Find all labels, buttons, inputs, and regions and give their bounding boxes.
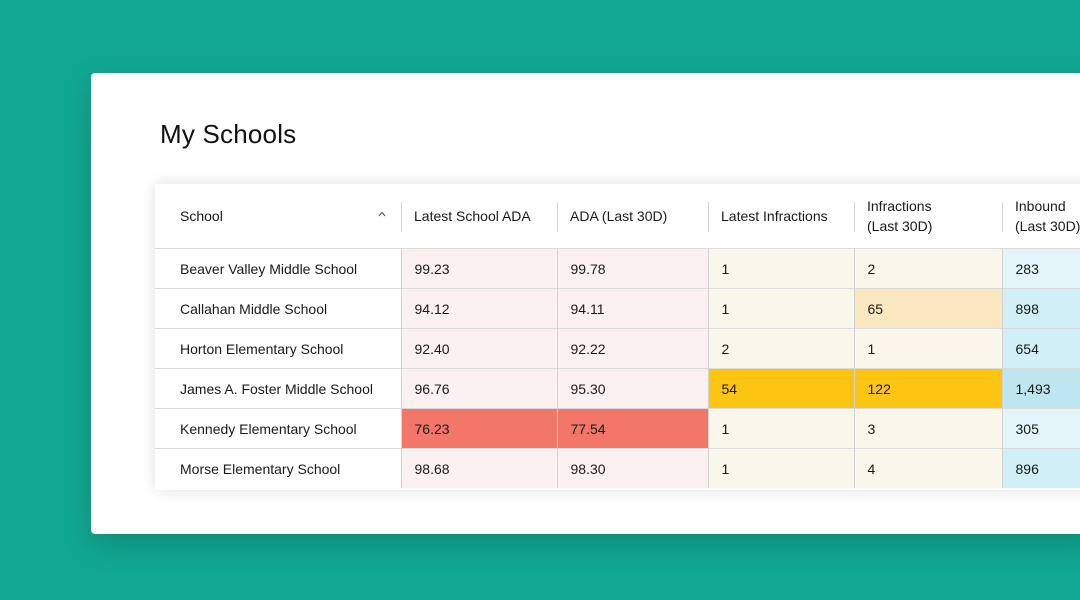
schools-card: My Schools School Latest School [91, 73, 1080, 534]
column-divider [557, 202, 558, 232]
inbound-30d-cell: 1,493 [1001, 368, 1080, 409]
table-row[interactable]: Horton Elementary School 92.40 92.22 2 1… [155, 328, 1080, 369]
table-row[interactable]: Callahan Middle School 94.12 94.11 1 65 … [155, 288, 1080, 329]
column-header-label: Latest School ADA [414, 208, 531, 224]
chevron-up-icon[interactable] [378, 210, 386, 218]
ada-30d-cell: 92.22 [556, 328, 708, 369]
column-divider [854, 202, 855, 232]
column-header-inbound-last-30d[interactable]: Inbound (Last 30D) [1002, 184, 1080, 249]
latest-ada-cell: 99.23 [400, 248, 557, 289]
column-header-label-line1: Infractions [867, 198, 932, 214]
ada-30d-cell: 77.54 [556, 408, 708, 449]
infractions-30d-cell: 2 [853, 248, 1002, 289]
latest-infractions-cell: 1 [707, 408, 854, 449]
latest-infractions-cell: 1 [707, 448, 854, 488]
latest-ada-cell: 94.12 [400, 288, 557, 329]
inbound-30d-cell: 896 [1001, 448, 1080, 488]
latest-ada-cell: 76.23 [400, 408, 557, 449]
table-row[interactable]: James A. Foster Middle School 96.76 95.3… [155, 368, 1080, 409]
school-name-cell[interactable]: Morse Elementary School [155, 448, 401, 488]
latest-infractions-cell: 54 [707, 368, 854, 409]
column-header-latest-infractions[interactable]: Latest Infractions [708, 184, 854, 249]
table-header-row: School Latest School ADA ADA (Last 30D) [155, 184, 1080, 249]
infractions-30d-cell: 3 [853, 408, 1002, 449]
ada-30d-cell: 95.30 [556, 368, 708, 409]
school-name-cell[interactable]: Callahan Middle School [155, 288, 401, 329]
schools-table: School Latest School ADA ADA (Last 30D) [155, 184, 1080, 490]
latest-ada-cell: 92.40 [400, 328, 557, 369]
column-divider [708, 202, 709, 232]
column-divider [401, 202, 402, 232]
column-header-school[interactable]: School [155, 184, 401, 249]
ada-30d-cell: 94.11 [556, 288, 708, 329]
column-header-label: ADA (Last 30D) [570, 208, 668, 224]
latest-ada-cell: 96.76 [400, 368, 557, 409]
latest-infractions-cell: 1 [707, 288, 854, 329]
ada-30d-cell: 99.78 [556, 248, 708, 289]
column-header-infractions-last-30d[interactable]: Infractions (Last 30D) [854, 184, 1002, 249]
page-title: My Schools [160, 119, 297, 149]
school-name-cell[interactable]: Horton Elementary School [155, 328, 401, 369]
infractions-30d-cell: 65 [853, 288, 1002, 329]
table-row[interactable]: Kennedy Elementary School 76.23 77.54 1 … [155, 408, 1080, 449]
infractions-30d-cell: 1 [853, 328, 1002, 369]
table-row[interactable]: Morse Elementary School 98.68 98.30 1 4 … [155, 448, 1080, 488]
column-header-ada-last-30d[interactable]: ADA (Last 30D) [557, 184, 708, 249]
infractions-30d-cell: 122 [853, 368, 1002, 409]
column-header-label-line1: Inbound [1015, 198, 1066, 214]
latest-ada-cell: 98.68 [400, 448, 557, 488]
column-header-label: School [180, 208, 223, 224]
school-name-cell[interactable]: Kennedy Elementary School [155, 408, 401, 449]
column-header-label-line2: (Last 30D) [867, 218, 933, 234]
inbound-30d-cell: 654 [1001, 328, 1080, 369]
column-header-label-line2: (Last 30D) [1015, 218, 1080, 234]
latest-infractions-cell: 1 [707, 248, 854, 289]
column-header-label: Latest Infractions [721, 208, 828, 224]
school-name-cell[interactable]: Beaver Valley Middle School [155, 248, 401, 289]
ada-30d-cell: 98.30 [556, 448, 708, 488]
inbound-30d-cell: 305 [1001, 408, 1080, 449]
inbound-30d-cell: 898 [1001, 288, 1080, 329]
column-divider [1002, 202, 1003, 232]
table-row[interactable]: Beaver Valley Middle School 99.23 99.78 … [155, 248, 1080, 289]
latest-infractions-cell: 2 [707, 328, 854, 369]
school-name-cell[interactable]: James A. Foster Middle School [155, 368, 401, 409]
column-header-latest-school-ada[interactable]: Latest School ADA [401, 184, 557, 249]
inbound-30d-cell: 283 [1001, 248, 1080, 289]
infractions-30d-cell: 4 [853, 448, 1002, 488]
